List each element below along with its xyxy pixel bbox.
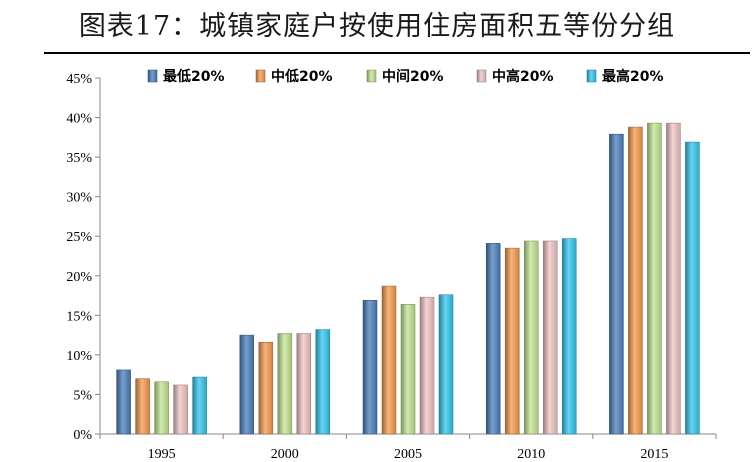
bar-2015-series-1 [609,133,624,435]
y-tick-label: 5% [73,388,92,403]
bar-2010-series-1 [485,243,501,435]
bar-2010-series-3 [523,240,539,435]
x-tick-label: 2005 [394,447,422,462]
y-tick-label: 10% [66,349,92,364]
bar-2005-series-5 [438,294,454,435]
chart-legend: 最低20% 中低20% 中间20% 中高20% 最高20% [147,68,664,85]
chart-bars [116,122,700,435]
bar-2015-series-2 [628,126,643,435]
bar-2000-series-2 [258,341,274,435]
bar-2015-series-3 [647,122,662,435]
legend-swatch [476,69,487,83]
bar-2015-series-5 [685,141,700,435]
bar-1995-series-3 [154,381,169,435]
legend-label: 中间20% [382,68,444,85]
bar-2000-series-5 [315,329,331,435]
legend-label: 中低20% [271,68,333,85]
legend-label: 最高20% [602,68,664,85]
y-tick-label: 0% [73,428,92,443]
y-tick-label: 45% [66,72,92,87]
y-tick-label: 20% [66,270,92,285]
bar-2005-series-4 [419,296,435,435]
y-tick-label: 30% [66,191,92,206]
y-tick-label: 15% [66,309,92,324]
bar-2000-series-1 [239,334,255,435]
legend-swatch [366,69,377,83]
bar-2000-series-3 [277,333,293,435]
bar-1995-series-4 [173,384,188,435]
legend-swatch [255,69,266,83]
legend-label: 中高20% [492,68,554,85]
x-tick-label: 2000 [271,447,299,462]
legend-label: 最低20% [163,68,225,85]
legend-swatch [147,69,158,83]
bar-1995-series-5 [192,376,207,435]
y-tick-label: 40% [66,112,92,127]
x-tick-label: 2015 [640,447,668,462]
y-tick-label: 35% [66,151,92,166]
bar-2010-series-2 [504,247,520,435]
x-tick-label: 1995 [148,447,176,462]
legend-swatch [586,69,597,83]
bar-2015-series-4 [666,122,681,435]
chart-title: 图表17：城镇家庭户按使用住房面积五等份分组 [78,11,676,42]
bar-2005-series-2 [381,285,397,435]
title-underline [44,52,750,54]
bar-2000-series-4 [296,333,312,435]
bar-2010-series-4 [542,240,558,435]
bar-1995-series-1 [116,369,131,435]
bar-1995-series-2 [135,378,150,435]
x-tick-label: 2010 [517,447,545,462]
bar-2005-series-1 [362,300,378,435]
y-tick-label: 25% [66,230,92,245]
bar-2005-series-3 [400,304,416,435]
bar-2010-series-5 [561,238,577,435]
